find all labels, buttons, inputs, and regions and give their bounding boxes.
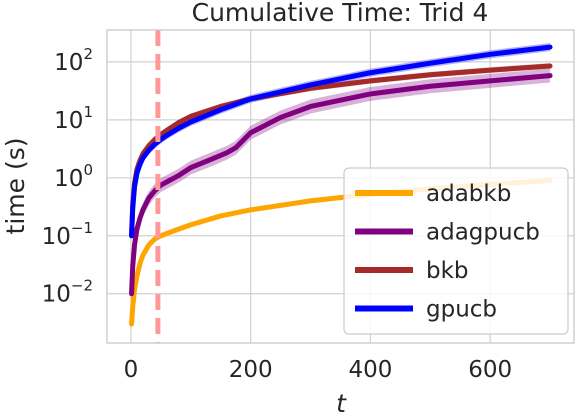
x-tick-label: 200 [229,357,273,383]
series-line-gpucb [129,44,553,239]
legend-label-gpucb: gpucb [426,297,497,323]
legend-label-adabkb: adabkb [426,181,511,207]
legend: adabkb adagpucb bkb gpucb [343,167,569,335]
x-tick-labels: 0 200 400 600 [124,357,513,383]
legend-label-bkb: bkb [426,258,469,284]
chart-title: Cumulative Time: Trid 4 [192,0,489,27]
y-tick-label: 10−2 [42,277,93,308]
y-axis-label: time (s) [1,138,30,235]
legend-box [343,167,569,335]
x-axis-label: t [336,389,347,418]
y-tick-label: 10−1 [42,219,93,250]
legend-label-adagpucb: adagpucb [426,220,540,246]
series-line-adagpucb [129,73,553,297]
y-tick-label: 101 [54,103,93,134]
y-tick-label: 102 [54,45,93,76]
x-tick-label: 600 [468,357,512,383]
plot-frame [106,29,575,344]
x-tick-label: 400 [348,357,392,383]
x-tick-label: 0 [124,357,139,383]
y-tick-label: 100 [54,161,93,192]
y-tick-labels: 10−2 10−1 100 101 102 [42,45,93,308]
